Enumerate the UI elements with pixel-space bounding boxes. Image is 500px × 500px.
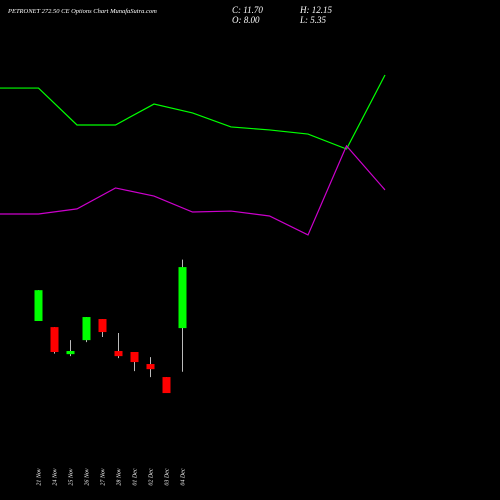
- x-tick-label: 28 Nov: [117, 468, 123, 486]
- x-tick-label: 27 Nov: [101, 468, 107, 486]
- close-label: C: 11.70: [232, 5, 263, 15]
- x-tick-label: 01 Dec: [133, 468, 139, 485]
- open-label: O: 8.00: [232, 15, 260, 25]
- x-tick-label: 02 Dec: [149, 468, 155, 485]
- indicator-line: [0, 144, 386, 236]
- x-tick-label: 03 Dec: [165, 468, 171, 485]
- candle-body: [98, 319, 107, 333]
- x-tick-label: 04 Dec: [180, 468, 187, 485]
- candle-body: [146, 364, 155, 370]
- candle-body: [34, 290, 43, 322]
- chart-title: PETRONET 272.50 CE Options Chart MunafaS…: [7, 8, 157, 15]
- x-tick-label: 25 Nov: [69, 468, 75, 486]
- candle-body: [50, 327, 59, 353]
- candle-body: [130, 352, 139, 363]
- indicator-line: [0, 74, 386, 150]
- low-label: L: 5.35: [299, 15, 327, 25]
- high-label: H: 12.15: [299, 5, 332, 15]
- candle-body: [178, 267, 187, 329]
- candle-body: [114, 351, 123, 357]
- candle-body: [82, 317, 91, 341]
- x-tick-label: 24 Nov: [52, 468, 59, 486]
- x-tick-label: 21 Nov: [37, 468, 43, 486]
- x-tick-label: 26 Nov: [85, 468, 91, 486]
- candle-body: [162, 377, 171, 394]
- candle-body: [66, 351, 75, 355]
